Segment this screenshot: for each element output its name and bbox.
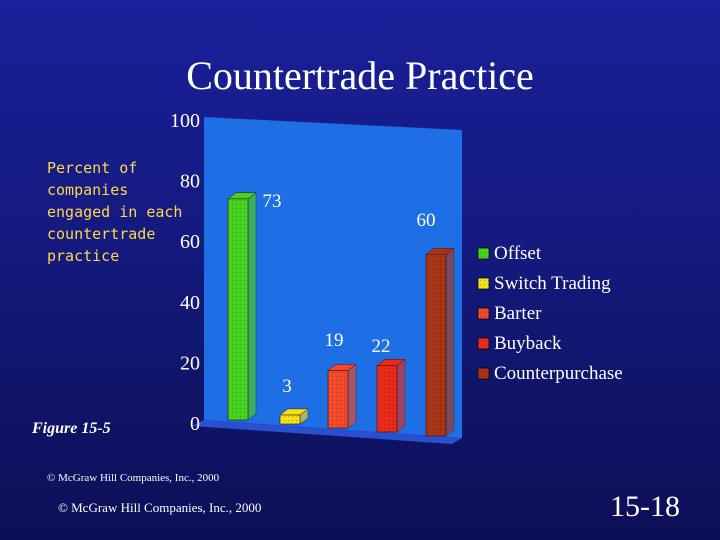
legend-swatch (477, 247, 490, 260)
page-title: Countertrade Practice (186, 53, 534, 98)
bar-side (347, 363, 357, 429)
y-tick-label: 40 (180, 292, 200, 314)
legend-swatch (477, 367, 490, 380)
y-axis-label-line: practice (47, 247, 120, 265)
y-axis-label-line: Percent of (47, 159, 138, 177)
y-axis-label-line: countertrade (47, 225, 156, 243)
bar-top (425, 247, 455, 255)
data-label: 3 (282, 376, 292, 397)
bar-side (445, 247, 455, 437)
y-tick-label: 80 (180, 171, 200, 193)
data-label: 22 (372, 336, 391, 357)
y-axis-label-line: engaged in each (47, 203, 183, 221)
y-tick-label: 100 (170, 110, 200, 132)
slide-number: 15-18 (610, 490, 680, 523)
y-axis-label: Percent of companies engaged in each cou… (47, 157, 197, 267)
y-axis-label-line: companies (47, 181, 129, 199)
legend-swatch (477, 337, 490, 350)
legend-label: Barter (494, 303, 542, 324)
legend-label: Buyback (494, 333, 562, 354)
bar (425, 253, 447, 437)
bar-side (247, 192, 257, 421)
data-label: 60 (417, 210, 436, 231)
legend-swatch (477, 307, 490, 320)
y-tick-label: 20 (180, 352, 200, 374)
data-label: 73 (263, 191, 282, 212)
bar (227, 198, 249, 421)
bar (279, 414, 301, 425)
legend-label: Offset (494, 243, 542, 264)
bar (376, 365, 398, 433)
legend-label: Switch Trading (494, 273, 611, 294)
figure-label: Figure 15-5 (32, 420, 111, 437)
y-tick-label: 60 (180, 231, 200, 253)
bar-top (327, 364, 357, 371)
bar-top (279, 408, 309, 416)
plot-background (204, 117, 462, 438)
bar (327, 370, 349, 429)
bar-side (396, 358, 406, 433)
bar-top (227, 192, 257, 200)
bar-top (376, 359, 406, 366)
plot-floor (192, 420, 462, 444)
legend-label: Counterpurchase (494, 363, 623, 384)
footer-copyright: © McGraw Hill Companies, Inc., 2000 (58, 500, 262, 515)
data-label: 19 (325, 330, 344, 351)
legend-swatch (477, 277, 490, 290)
y-tick-label: 0 (190, 413, 200, 435)
chart-copyright: © McGraw Hill Companies, Inc., 2000 (47, 472, 220, 484)
